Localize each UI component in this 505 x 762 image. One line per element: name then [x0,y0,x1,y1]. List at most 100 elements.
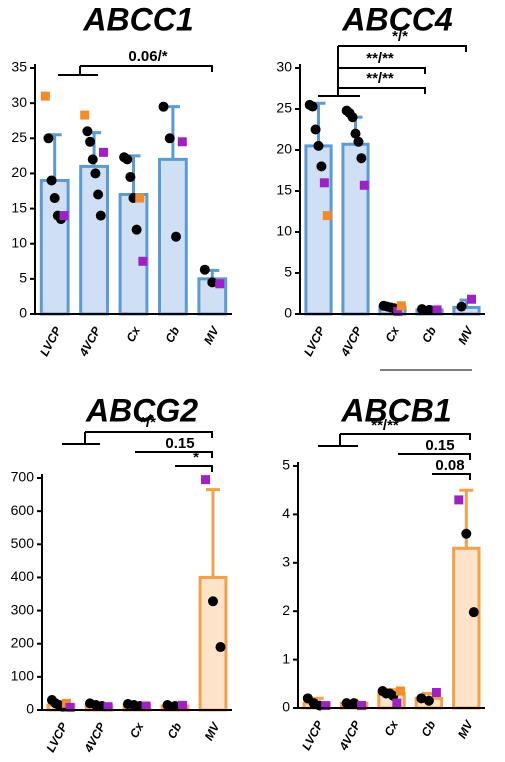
significance-bracket [398,453,471,460]
data-point [353,136,364,147]
significance-bracket [175,465,213,472]
data-point [171,231,182,242]
group-bracket [62,432,100,445]
y-tick-label: 15 [11,199,27,215]
y-tick-label: 0 [284,305,292,321]
y-tick-label: 2 [282,602,290,618]
y-tick-label: 4 [282,505,290,521]
bar [452,546,481,710]
data-point [208,596,218,607]
data-point [396,301,406,311]
data-point [135,193,145,203]
y-tick-label: 25 [276,100,292,116]
chart-title: ABCC4 [341,1,452,37]
significance-label: 0.08 [435,457,464,474]
y-tick-label: 0 [282,699,290,715]
data-point [313,140,324,151]
y-tick-label: 10 [276,223,292,239]
data-point [125,171,136,182]
data-point [468,607,479,618]
group-bracket [58,66,98,76]
data-point [454,495,464,505]
y-tick-label: 1 [282,650,290,666]
chart-title: ABCC1 [82,1,193,37]
data-point [347,112,358,123]
data-point [319,178,329,188]
data-point [388,690,399,701]
x-tick-label: 4VCP [337,323,365,359]
x-tick-label: LVCP [301,323,329,358]
data-point [307,101,318,112]
y-tick-label: 10 [11,234,27,250]
x-tick-label: MV [455,717,476,740]
significance-label: **/** [366,50,394,67]
x-tick-label: LVCP [37,323,65,358]
y-tick-label: 300 [11,601,35,617]
chart-title: ABCG2 [85,392,198,428]
data-point [392,698,402,708]
data-point [199,264,210,275]
data-point [131,224,142,235]
significance-bracket [338,45,467,52]
data-point [162,700,173,711]
data-point [85,136,96,147]
y-tick-label: 600 [11,502,35,518]
y-tick-label: 15 [276,182,292,198]
data-point [178,700,187,710]
y-tick-label: 400 [11,568,35,584]
x-tick-label: Cx [382,323,402,344]
significance-bracket [340,433,471,440]
data-point [395,686,405,696]
data-point [215,642,226,653]
y-tick-label: 3 [282,554,290,570]
x-tick-label: MV [455,323,476,346]
x-tick-label: LVCP [299,717,327,752]
data-point [82,126,93,137]
data-point [158,101,169,112]
data-point [103,702,113,712]
data-point [87,154,98,165]
data-point [65,702,75,712]
data-point [90,168,101,179]
x-tick-label: Cx [127,719,147,740]
bar [118,193,149,316]
significance-label: * [193,449,199,466]
x-tick-label: Cx [381,717,401,738]
y-tick-label: 700 [11,469,35,485]
y-tick-label: 0 [26,701,34,717]
significance-label: */* [140,414,156,431]
data-point [349,698,360,709]
data-point [138,256,148,266]
data-point [322,211,332,221]
significance-bracket [85,431,213,438]
x-tick-label: 4VCP [81,719,109,755]
x-tick-label: MV [201,323,222,346]
y-tick-label: 0 [19,305,27,321]
x-tick-label: Cb [418,718,438,739]
data-point [341,698,352,709]
data-point [350,128,361,139]
x-tick-label: Cb [419,324,439,345]
x-tick-label: Cx [123,323,143,344]
data-point [467,294,476,304]
chart-title: ABCB1 [340,392,451,428]
y-tick-label: 20 [276,141,292,157]
x-tick-label: 4VCP [76,323,104,359]
y-tick-label: 100 [11,668,35,684]
data-point [356,153,367,164]
data-point [359,180,369,190]
data-point [461,528,472,539]
data-point [424,304,435,315]
data-point [423,695,434,706]
x-tick-label: Cb [162,324,182,345]
data-point [59,211,69,221]
x-tick-label: 4VCP [336,717,364,753]
bar [304,144,333,316]
data-point [170,701,180,712]
significance-bracket [135,451,213,458]
significance-bracket [338,87,426,94]
data-point [164,133,175,144]
significance-label: 0.06/* [128,48,167,65]
data-point [432,305,442,315]
